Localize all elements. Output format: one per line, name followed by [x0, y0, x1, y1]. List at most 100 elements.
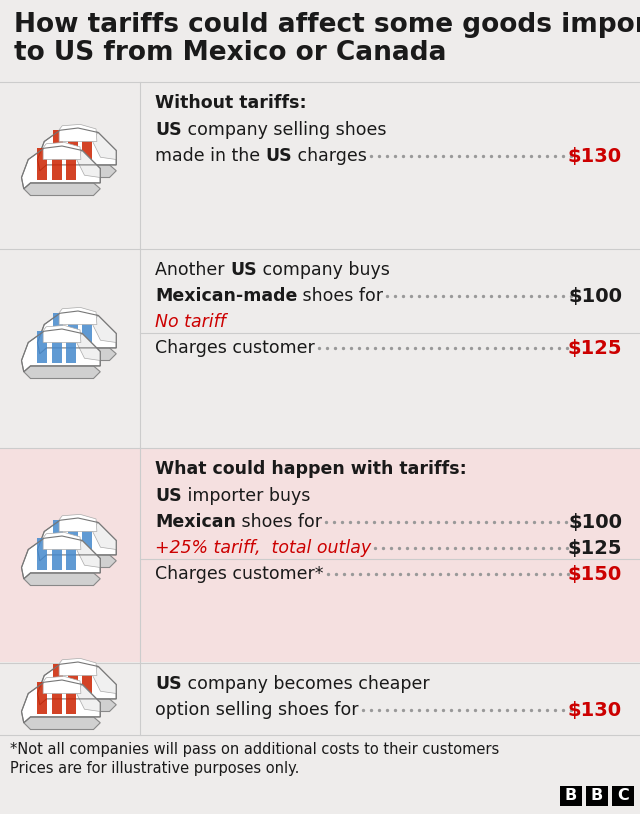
Polygon shape	[59, 125, 97, 142]
Polygon shape	[40, 699, 116, 711]
Polygon shape	[76, 685, 100, 711]
Polygon shape	[82, 520, 92, 552]
Text: made in the: made in the	[155, 147, 266, 165]
Polygon shape	[76, 540, 100, 567]
Text: $125: $125	[568, 339, 622, 358]
Polygon shape	[24, 717, 100, 729]
Polygon shape	[66, 682, 76, 714]
Text: What could happen with tariffs:: What could happen with tariffs:	[155, 460, 467, 478]
Text: company buys: company buys	[257, 261, 390, 279]
Polygon shape	[76, 151, 100, 177]
Text: Another: Another	[155, 261, 230, 279]
Polygon shape	[22, 536, 100, 579]
Text: US: US	[155, 487, 182, 505]
Polygon shape	[59, 308, 97, 325]
Polygon shape	[52, 331, 61, 363]
FancyBboxPatch shape	[0, 663, 640, 735]
Text: Mexican: Mexican	[155, 513, 236, 531]
Text: option selling shoes for: option selling shoes for	[155, 701, 358, 719]
Polygon shape	[92, 316, 116, 343]
Polygon shape	[66, 331, 76, 363]
Polygon shape	[66, 538, 76, 570]
Polygon shape	[68, 520, 77, 552]
Text: company becomes cheaper: company becomes cheaper	[182, 675, 429, 693]
Text: $150: $150	[568, 565, 622, 584]
Polygon shape	[37, 148, 47, 180]
Polygon shape	[43, 326, 81, 343]
Text: No tariff: No tariff	[155, 313, 226, 331]
Polygon shape	[37, 538, 47, 570]
FancyBboxPatch shape	[0, 249, 640, 447]
Text: Mexican-made: Mexican-made	[155, 287, 298, 305]
Text: company selling shoes: company selling shoes	[182, 121, 386, 139]
Polygon shape	[66, 148, 76, 180]
Text: US: US	[155, 121, 182, 139]
Polygon shape	[53, 313, 63, 345]
Text: Charges customer*: Charges customer*	[155, 565, 323, 583]
Polygon shape	[37, 682, 47, 714]
Polygon shape	[22, 146, 100, 189]
Polygon shape	[53, 520, 63, 552]
Text: $100: $100	[568, 287, 622, 306]
Polygon shape	[38, 128, 116, 171]
Polygon shape	[40, 348, 116, 361]
Polygon shape	[43, 142, 81, 160]
Polygon shape	[24, 366, 100, 379]
Polygon shape	[92, 133, 116, 160]
Text: B: B	[565, 789, 577, 803]
Polygon shape	[59, 514, 97, 532]
FancyBboxPatch shape	[586, 786, 608, 806]
Polygon shape	[22, 680, 100, 723]
Text: shoes for: shoes for	[298, 287, 383, 305]
Polygon shape	[68, 664, 77, 696]
Polygon shape	[40, 555, 116, 567]
Text: US: US	[155, 675, 182, 693]
Polygon shape	[22, 329, 100, 372]
Polygon shape	[82, 130, 92, 162]
Polygon shape	[24, 573, 100, 585]
Polygon shape	[43, 676, 81, 694]
Polygon shape	[38, 662, 116, 705]
Polygon shape	[38, 518, 116, 561]
Text: US: US	[266, 147, 292, 165]
Text: Prices are for illustrative purposes only.: Prices are for illustrative purposes onl…	[10, 761, 300, 776]
Text: US: US	[230, 261, 257, 279]
FancyBboxPatch shape	[612, 786, 634, 806]
Text: How tariffs could affect some goods imported: How tariffs could affect some goods impo…	[14, 12, 640, 38]
Polygon shape	[43, 532, 81, 549]
Polygon shape	[68, 313, 77, 345]
Polygon shape	[40, 165, 116, 177]
Text: $130: $130	[568, 147, 622, 166]
Text: importer buys: importer buys	[182, 487, 310, 505]
Text: +25% tariff,  total outlay: +25% tariff, total outlay	[155, 539, 371, 557]
Text: Charges customer: Charges customer	[155, 339, 315, 357]
Polygon shape	[24, 183, 100, 195]
Text: C: C	[617, 789, 629, 803]
FancyBboxPatch shape	[0, 82, 640, 248]
Polygon shape	[82, 664, 92, 696]
Polygon shape	[76, 334, 100, 361]
Polygon shape	[82, 313, 92, 345]
Polygon shape	[38, 311, 116, 354]
Polygon shape	[37, 331, 47, 363]
Text: B: B	[591, 789, 603, 803]
Text: Without tariffs:: Without tariffs:	[155, 94, 307, 112]
Text: $125: $125	[568, 539, 622, 558]
Polygon shape	[53, 130, 63, 162]
Polygon shape	[68, 130, 77, 162]
Polygon shape	[52, 148, 61, 180]
Text: to US from Mexico or Canada: to US from Mexico or Canada	[14, 40, 447, 66]
Polygon shape	[92, 523, 116, 549]
Text: shoes for: shoes for	[236, 513, 322, 531]
Polygon shape	[52, 538, 61, 570]
Polygon shape	[53, 664, 63, 696]
FancyBboxPatch shape	[560, 786, 582, 806]
Polygon shape	[92, 667, 116, 694]
Polygon shape	[52, 682, 61, 714]
Text: $130: $130	[568, 701, 622, 720]
Text: charges: charges	[292, 147, 367, 165]
Text: *Not all companies will pass on additional costs to their customers: *Not all companies will pass on addition…	[10, 742, 499, 757]
Polygon shape	[59, 659, 97, 676]
Text: $100: $100	[568, 513, 622, 532]
FancyBboxPatch shape	[0, 448, 640, 662]
